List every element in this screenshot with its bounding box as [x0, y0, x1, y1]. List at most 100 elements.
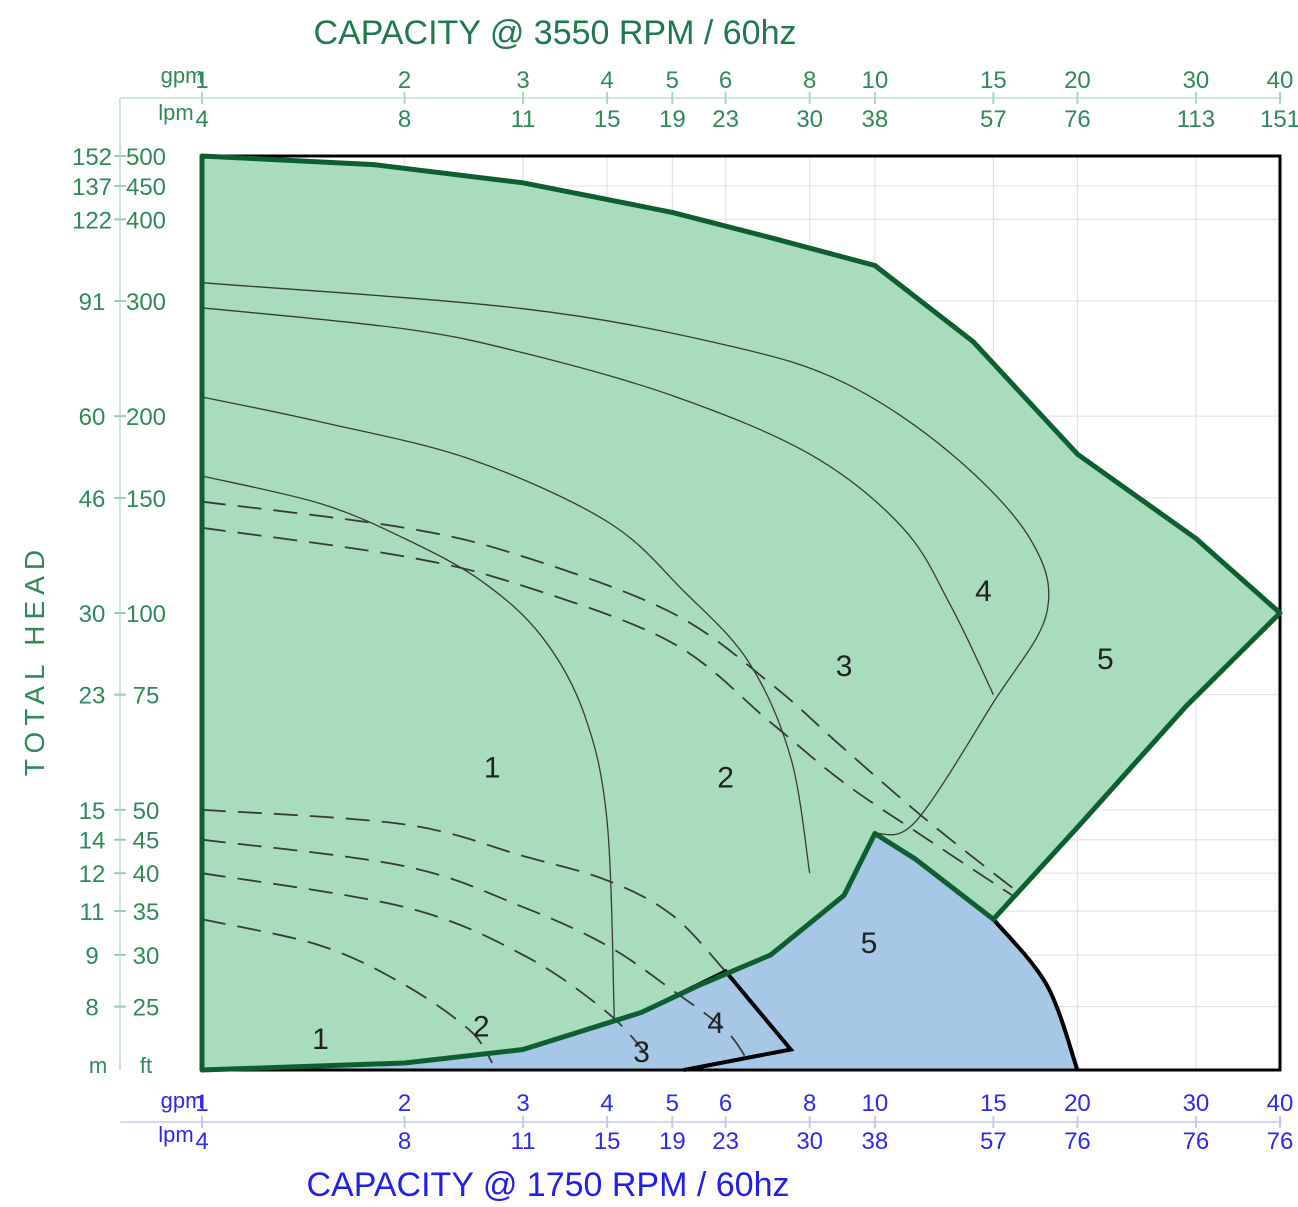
- top-axis-tick-gpm: 5: [666, 67, 679, 94]
- chart-title-top: CAPACITY @ 3550 RPM / 60hz: [313, 14, 796, 52]
- y-axis-tick-ft: 100: [126, 601, 166, 628]
- y-unit-m: m: [89, 1053, 107, 1078]
- bottom-axis-tick-gpm: 10: [862, 1090, 889, 1117]
- y-axis-tick-ft: 500: [126, 144, 166, 171]
- series-curve-solid-3: [201, 282, 1050, 836]
- y-axis-tick-ft: 25: [133, 995, 160, 1022]
- top-axis-tick-gpm: 15: [980, 67, 1007, 94]
- top-axis-tick-lpm: 11: [511, 106, 536, 133]
- bottom-axis-tick-lpm: 8: [398, 1128, 411, 1155]
- envelope-1750-rpm-fill: [683, 833, 1078, 1070]
- region-label-1750-rpm: 1: [312, 1023, 329, 1056]
- bottom-axis-tick-gpm: 30: [1183, 1090, 1210, 1117]
- bottom-axis-tick-lpm: 30: [796, 1128, 823, 1155]
- region-label-1750-rpm: 5: [861, 927, 878, 960]
- top-axis-tick-lpm: 23: [712, 106, 739, 133]
- envelope-1750-rpm-tail-fill: [202, 971, 791, 1070]
- top-axis-tick-gpm: 3: [516, 67, 529, 94]
- region-label-1750-rpm: 2: [473, 1011, 490, 1044]
- y-axis-tick-m: 14: [79, 828, 106, 855]
- series-curve-dashed-7: [201, 808, 727, 973]
- y-axis-tick-ft: 45: [133, 828, 160, 855]
- region-label-3550-rpm: 4: [975, 575, 992, 608]
- envelope-outlines: [199, 153, 1283, 1073]
- top-axis-tick-lpm: 151: [1260, 106, 1298, 133]
- y-axis-tick-ft: 200: [126, 404, 166, 431]
- bottom-axis-tick-gpm: 5: [666, 1090, 679, 1117]
- y-axis-tick-ft: 35: [133, 899, 160, 926]
- y-axis-tick-m: 137: [72, 174, 112, 201]
- top-axis-tick-lpm: 30: [796, 106, 823, 133]
- top-axis-tick-gpm: 40: [1267, 67, 1294, 94]
- top-axis-tick-gpm: 30: [1183, 67, 1210, 94]
- series-curve-dashed-9: [201, 500, 1013, 889]
- series-curve-dashed-6: [201, 838, 750, 1064]
- region-label-1750-rpm: 3: [633, 1036, 650, 1069]
- bottom-axis-tick-gpm: 3: [516, 1090, 529, 1117]
- bottom-axis-tick-lpm: 4: [195, 1128, 208, 1155]
- bottom-axis-tick-lpm: 57: [980, 1128, 1007, 1155]
- series-curve-solid-1: [201, 396, 811, 874]
- bottom-axis-tick-gpm: 8: [803, 1090, 816, 1117]
- bottom-axis-tick-gpm: 1: [195, 1090, 208, 1117]
- y-axis-tick-m: 23: [79, 683, 106, 710]
- top-axis-tick-lpm: 8: [398, 106, 411, 133]
- region-label-3550-rpm: 5: [1097, 643, 1114, 676]
- bottom-axis-tick-gpm: 6: [719, 1090, 732, 1117]
- y-axis-tick-ft: 450: [126, 174, 166, 201]
- bottom-axis-tick-gpm: 15: [980, 1090, 1007, 1117]
- bottom-axis-tick-gpm: 4: [600, 1090, 613, 1117]
- y-axis-tick-ft: 40: [133, 861, 160, 888]
- top-axis-tick-lpm: 38: [862, 106, 889, 133]
- bottom-unit-lpm: lpm: [158, 1122, 193, 1147]
- bottom-axis-tick-gpm: 40: [1267, 1090, 1294, 1117]
- performance-curves: [201, 282, 1050, 1064]
- y-axis-tick-m: 91: [79, 289, 106, 316]
- axis-guides: [119, 97, 1282, 1070]
- y-axis-tick-m: 60: [79, 404, 106, 431]
- y-axis-tick-ft: 30: [133, 943, 160, 970]
- region-label-3550-rpm: 2: [717, 762, 734, 795]
- bottom-axis-tick-lpm: 76: [1183, 1128, 1210, 1155]
- bottom-axis-tick-lpm: 11: [511, 1128, 536, 1155]
- top-axis-tick-gpm: 20: [1064, 67, 1091, 94]
- y-axis-tick-m: 15: [79, 798, 106, 825]
- region-label-3550-rpm: 3: [836, 650, 853, 683]
- series-curve-dashed-5: [201, 872, 649, 1057]
- y-axis-tick-m: 152: [72, 144, 112, 171]
- region-labels: 1 2 3 4 5 1 2 3 4 5: [312, 575, 1113, 1069]
- y-axis-tick-ft: 75: [133, 683, 160, 710]
- top-axis-tick-gpm: 4: [600, 67, 613, 94]
- bottom-axis-tick-lpm: 76: [1064, 1128, 1091, 1155]
- series-curve-solid-0: [201, 475, 615, 1019]
- top-unit-lpm: lpm: [158, 100, 193, 125]
- bottom-axis-tick-lpm: 15: [594, 1128, 621, 1155]
- y-axis-tick-ft: 300: [126, 289, 166, 316]
- top-unit-gpm: gpm: [161, 63, 204, 88]
- bottom-axis-tick-gpm: 2: [398, 1090, 411, 1117]
- y-axis-tick-m: 30: [79, 601, 106, 628]
- axis-ticks: 1428311415519623830103815572076301134015…: [72, 67, 1298, 1155]
- series-curve-dashed-8: [201, 526, 1013, 897]
- envelope-3550-rpm-outline: [199, 153, 1283, 1073]
- y-axis-title: TOTAL HEAD: [19, 544, 50, 776]
- top-axis-tick-gpm: 6: [719, 67, 732, 94]
- y-axis-tick-ft: 400: [126, 207, 166, 234]
- y-axis-tick-m: 11: [80, 899, 105, 926]
- bottom-axis-tick-lpm: 23: [712, 1128, 739, 1155]
- top-axis-tick-gpm: 8: [803, 67, 816, 94]
- top-axis-tick-gpm: 2: [398, 67, 411, 94]
- bottom-axis-tick-gpm: 20: [1064, 1090, 1091, 1117]
- y-unit-ft: ft: [140, 1053, 152, 1078]
- top-axis-tick-gpm: 1: [195, 67, 208, 94]
- chart-title-bottom: CAPACITY @ 1750 RPM / 60hz: [306, 1166, 789, 1204]
- region-label-1750-rpm: 4: [707, 1007, 724, 1040]
- y-axis-tick-m: 12: [79, 861, 106, 888]
- series-curve-dashed-4: [201, 918, 494, 1064]
- top-axis-tick-lpm: 57: [980, 106, 1007, 133]
- top-axis-tick-gpm: 10: [862, 67, 889, 94]
- top-axis-tick-lpm: 4: [195, 106, 208, 133]
- y-axis-tick-m: 9: [85, 943, 98, 970]
- bottom-axis-tick-lpm: 76: [1267, 1128, 1294, 1155]
